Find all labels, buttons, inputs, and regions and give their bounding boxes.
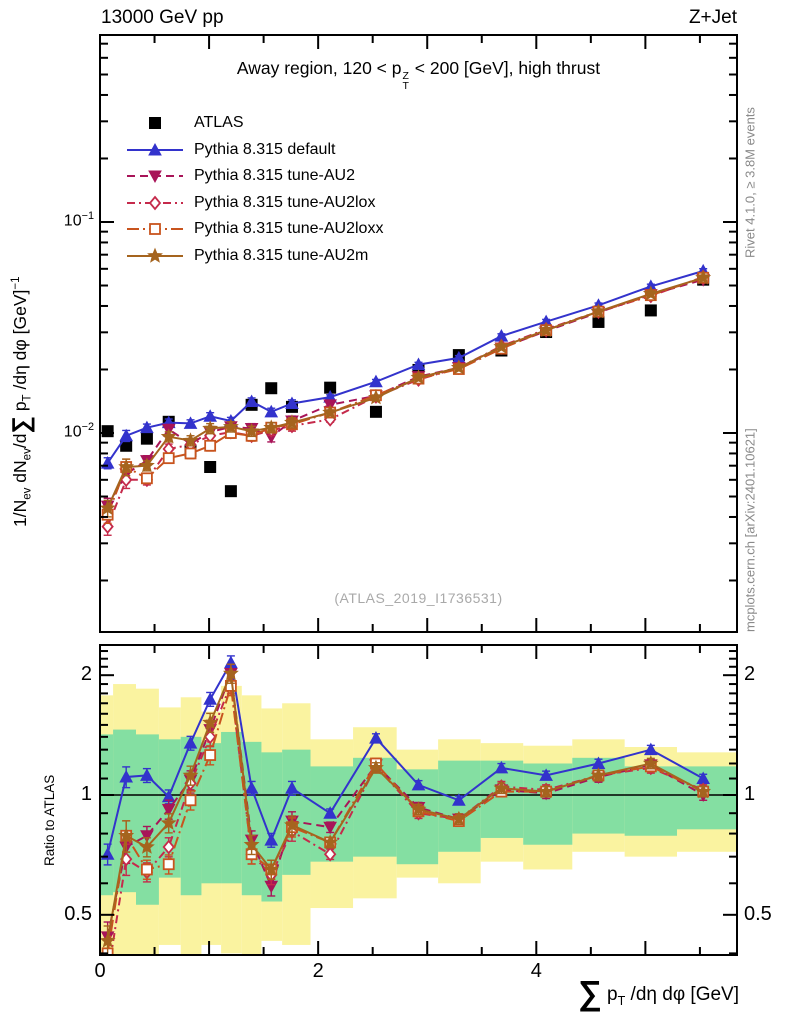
series-tune-au2m-ratio <box>101 663 712 954</box>
legend-marker-diamond-icon <box>127 195 183 211</box>
beam-energy-label: 13000 GeV pp <box>101 7 224 28</box>
legend-item-tune-au2m: Pythia 8.315 tune-AU2m <box>126 243 383 270</box>
legend-label: Pythia 8.315 tune-AU2 <box>194 167 355 185</box>
series-tune-au2m-main <box>101 269 712 518</box>
main-panel-frame <box>99 34 738 633</box>
band-green-bin <box>241 741 262 896</box>
band-green-bin <box>282 749 311 875</box>
ratio-panel-frame <box>99 644 738 956</box>
line-tune-au2m-main <box>106 276 704 509</box>
legend-label: Pythia 8.315 tune-AU2lox <box>194 193 376 211</box>
legend-item-atlas: ATLAS <box>126 110 383 137</box>
legend-marker-triangle-up-icon <box>127 142 183 156</box>
ratio-y-tick-label: 2 <box>80 663 92 686</box>
band-green-bin <box>221 731 242 884</box>
line-pythia-default-main <box>106 270 704 464</box>
legend-marker-triangle-down-icon <box>127 170 183 184</box>
legend-item-tune-au2loxx: Pythia 8.315 tune-AU2loxx <box>126 216 383 243</box>
x-tick-label: 0 <box>94 960 106 982</box>
analysis-watermark: (ATLAS_2019_I1736531) <box>334 590 503 606</box>
axis-ticks <box>99 35 737 955</box>
mcplots-note: mcplots.cern.ch [arXiv:2401.10621] <box>742 428 758 632</box>
band-green-bin <box>101 734 114 896</box>
band-green-bin <box>353 757 397 857</box>
x-tick-label: 2 <box>312 960 324 982</box>
main-y-tick-label: 10−1 <box>63 210 94 230</box>
main-y-axis-title: 1/Nev dNev/d∑ pT /dη dφ [GeV]−1 <box>8 276 35 527</box>
legend-item-tune-au2lox: Pythia 8.315 tune-AU2lox <box>126 190 383 217</box>
legend-label: ATLAS <box>194 114 244 132</box>
band-green-bin <box>113 729 136 893</box>
ratio-y-tick-label-right: 1 <box>744 783 756 805</box>
x-tick-label: 4 <box>530 960 542 982</box>
ratio-y-tick-label: 0.5 <box>64 902 92 925</box>
ratio-y-tick-label: 1 <box>80 783 92 805</box>
series-tune-au2lox-main <box>101 269 710 536</box>
ratio-y-tick-label-right: 0.5 <box>744 902 772 925</box>
rivet-version-note: Rivet 4.1.0, ≥ 3.8M events <box>742 107 758 258</box>
legend-marker-star-icon <box>127 247 183 263</box>
line-tune-au2loxx-main <box>106 276 704 516</box>
main-y-tick-label: 10−2 <box>63 421 94 441</box>
series-tune-au2-main <box>101 274 711 516</box>
uncertainty-bands <box>101 684 736 954</box>
legend-label: Pythia 8.315 tune-AU2loxx <box>194 220 384 238</box>
legend: ATLAS Pythia 8.315 default Pythia 8.315 tu… <box>126 110 383 269</box>
band-green-bin <box>201 743 222 884</box>
line-tune-au2-main <box>106 278 704 507</box>
band-green-bin <box>677 766 736 830</box>
series-atlas-main <box>101 273 710 498</box>
ratio-y-tick-label-right: 2 <box>744 663 756 686</box>
band-green-bin <box>438 760 481 852</box>
legend-item-pythia-default: Pythia 8.315 default <box>126 137 383 164</box>
line-tune-au2lox-main <box>106 276 704 527</box>
x-axis-title: ∑ pT /dη dφ [GeV] <box>578 975 739 1012</box>
series-tune-au2loxx-main <box>101 271 710 525</box>
legend-label: Pythia 8.315 tune-AU2m <box>194 246 369 264</box>
process-label: Z+Jet <box>688 7 737 28</box>
band-green-bin <box>624 766 678 836</box>
legend-marker-square-icon <box>149 117 161 130</box>
legend-item-tune-au2: Pythia 8.315 tune-AU2 <box>126 163 383 190</box>
legend-label: Pythia 8.315 default <box>194 140 336 158</box>
legend-marker-square-icon <box>127 223 183 236</box>
